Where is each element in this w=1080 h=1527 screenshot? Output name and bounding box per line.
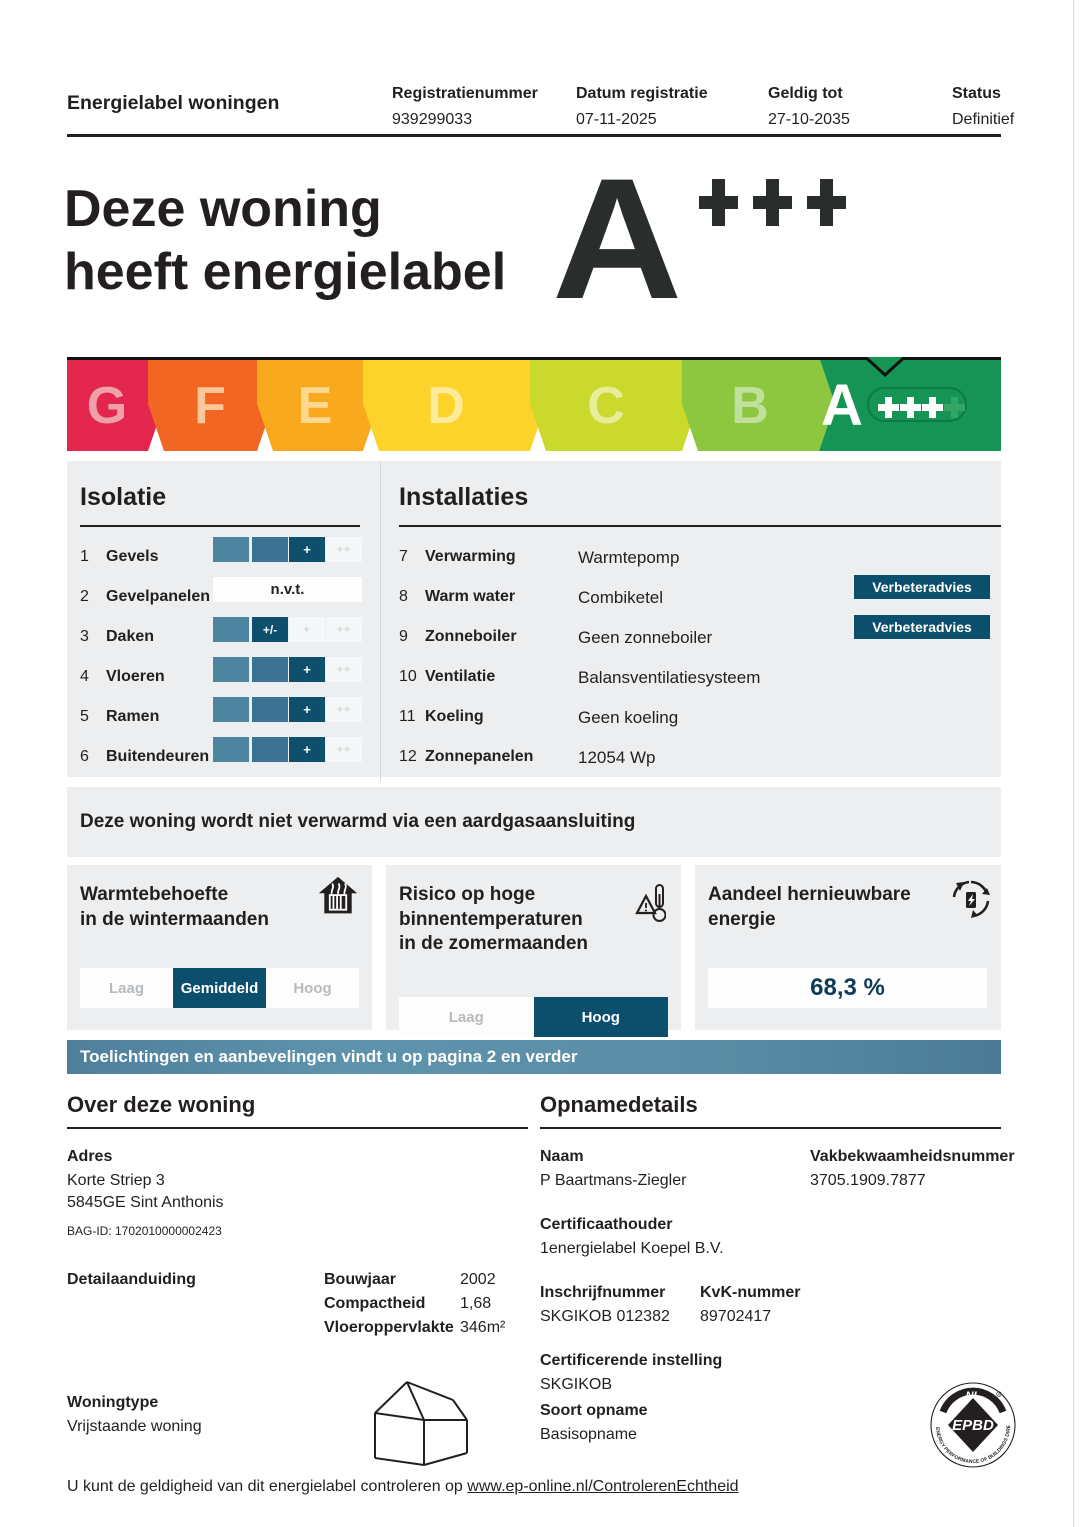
svg-text:G: G [87, 377, 127, 435]
svg-text:F: F [194, 377, 226, 435]
svg-text:D: D [427, 377, 465, 435]
svg-text:E: E [298, 377, 333, 435]
svg-text:EPBD: EPBD [952, 1417, 994, 1434]
svg-text:NL: NL [966, 1390, 981, 1402]
svg-text:A: A [821, 373, 863, 438]
svg-text:B: B [731, 377, 769, 435]
svg-text:C: C [587, 377, 625, 435]
